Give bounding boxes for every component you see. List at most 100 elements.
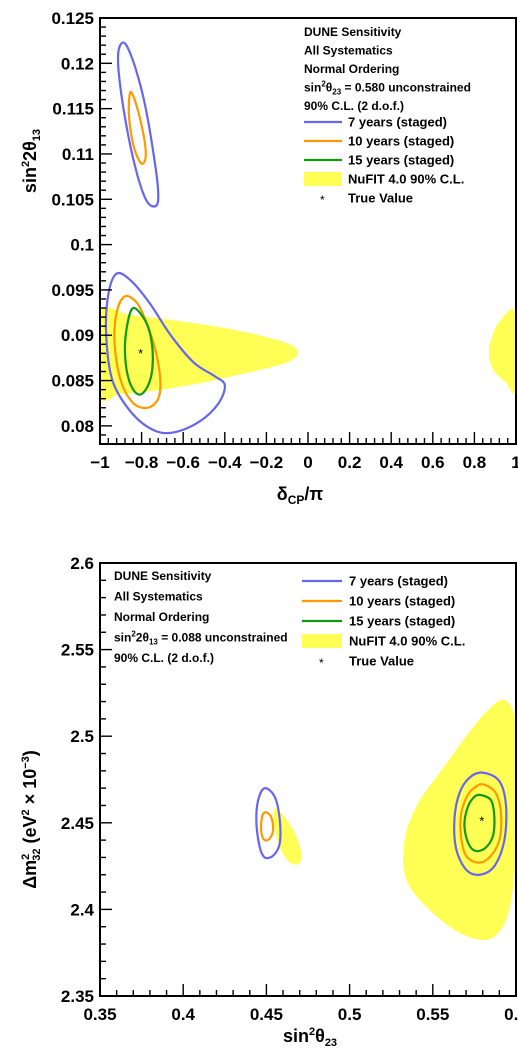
y-axis-label-mid: 2θ — [20, 141, 40, 161]
legend-swatch-nufit — [302, 634, 342, 648]
y-tick-label: 0.085 — [51, 372, 94, 391]
nufit-region — [273, 808, 302, 865]
x-tick-label: −0.6 — [166, 453, 200, 472]
info-line: 90% C.L. (2 d.o.f.) — [114, 651, 214, 665]
y-axis-label-units-exp: −3 — [20, 756, 32, 769]
x-tick-label: 0.4 — [171, 1005, 195, 1024]
info-sub: 23 — [332, 88, 341, 97]
x-axis-label-tail: /π — [304, 484, 323, 504]
x-tick-label: 0.45 — [250, 1005, 283, 1024]
info-post: = 0.088 unconstrained — [158, 631, 288, 645]
plot-frame — [99, 562, 517, 997]
x-tick-label: −0.8 — [125, 453, 159, 472]
info-sub: 13 — [149, 638, 158, 647]
legend-label: 15 years (staged) — [349, 614, 455, 629]
legend: 7 years (staged) 10 years (staged) 15 year… — [302, 574, 465, 670]
info-line: Normal Ordering — [114, 610, 209, 624]
x-tick-label: 0.2 — [338, 453, 362, 472]
info-pre: sin — [304, 81, 321, 95]
x-tick-label: −0.4 — [208, 453, 242, 472]
contour-ten-years — [127, 90, 147, 165]
nufit-region — [100, 307, 298, 402]
info-box: DUNE Sensitivity All Systematics Normal Or… — [114, 569, 288, 665]
y-tick-label: 0.1 — [70, 236, 94, 255]
y-tick-label: 0.105 — [51, 190, 94, 209]
x-tick-label: 0 — [303, 453, 312, 472]
legend-label: 7 years (staged) — [349, 574, 448, 589]
info-sup: 2 — [131, 630, 136, 639]
info-text: DUNE Sensitivity — [304, 25, 402, 39]
y-tick-label: 2.35 — [61, 987, 94, 1006]
y-axis-label-units-mid: × 10 — [20, 769, 40, 810]
info-line: All Systematics — [114, 590, 203, 604]
y-axis-label-units-sup: 2 — [20, 809, 32, 815]
legend-marker-true-value: * — [319, 656, 324, 670]
legend-label: NuFIT 4.0 90% C.L. — [349, 634, 465, 649]
x-axis-label-mid: θ — [315, 1026, 325, 1046]
x-tick-label: 0.35 — [83, 1005, 116, 1024]
legend-marker-true-value: * — [320, 193, 325, 207]
info-text: Normal Ordering — [304, 62, 399, 76]
y-tick-label: 0.095 — [51, 281, 94, 300]
x-tick-label: 0.5 — [338, 1005, 362, 1024]
x-axis-label-main: sin — [283, 1026, 309, 1046]
contour-seven-years — [104, 271, 227, 435]
x-axis-label-sub: CP — [288, 493, 305, 507]
legend-label: NuFIT 4.0 90% C.L. — [348, 172, 464, 187]
x-tick-label: 0.55 — [416, 1005, 449, 1024]
y-tick-label: 0.115 — [52, 100, 94, 119]
y-axis-label-sup: 2 — [20, 161, 32, 167]
plot-area: * — [255, 699, 516, 941]
info-text: All Systematics — [304, 44, 393, 58]
y-axis-label-sub: 32 — [31, 848, 43, 860]
y-axis-label: Δm232 (eV2 × 10−3) — [20, 750, 43, 889]
plot-area: * — [100, 41, 516, 435]
contour-seven-years — [116, 41, 160, 208]
x-axis-label-sub: 23 — [325, 1037, 337, 1049]
contour-seven-years — [453, 771, 508, 876]
y-tick-label: 2.55 — [61, 641, 94, 660]
true-value-marker: * — [138, 346, 143, 361]
contour-fifteen-years — [463, 793, 496, 853]
info-line: DUNE Sensitivity — [304, 25, 402, 39]
info-line: Normal Ordering — [304, 62, 399, 76]
info-mid: 2θ — [136, 631, 149, 645]
x-axis-label-sup: 2 — [309, 1026, 315, 1038]
info-line: sin22θ13 = 0.088 unconstrained — [114, 630, 288, 647]
y-tick-label: 0.08 — [61, 417, 94, 436]
contour-seven-years — [255, 787, 282, 860]
legend-label: 15 years (staged) — [348, 153, 454, 168]
x-axis-label-main: δ — [277, 484, 288, 504]
y-axis-label-main: Δm — [20, 860, 40, 889]
legend-label: True Value — [348, 191, 413, 206]
y-tick-label: 2.6 — [70, 554, 94, 573]
y-tick-label: 0.125 — [51, 9, 94, 28]
info-box: DUNE Sensitivity All Systematics Normal Or… — [304, 25, 471, 113]
y-tick-label: 2.5 — [70, 727, 94, 746]
y-axis-label-main: sin — [20, 167, 40, 193]
x-tick-label: 1 — [511, 453, 518, 472]
info-line: DUNE Sensitivity — [114, 569, 212, 583]
x-tick-label: −0.2 — [250, 453, 284, 472]
true-value-marker: * — [479, 814, 484, 829]
y-axis-label-units: (eV — [20, 815, 40, 848]
x-tick-label: 0.4 — [379, 453, 403, 472]
contour-fifteen-years — [123, 306, 154, 396]
y-tick-label: 0.09 — [61, 326, 94, 345]
x-tick-label: −1 — [90, 453, 109, 472]
contour-ten-years — [459, 783, 503, 864]
info-text: 90% C.L. (2 d.o.f.) — [304, 99, 404, 113]
info-line: sin2θ23 = 0.580 unconstrained — [304, 80, 471, 97]
legend-label: 10 years (staged) — [348, 134, 454, 149]
info-text: All Systematics — [114, 590, 203, 604]
x-tick-label: 0.6 — [504, 1005, 518, 1024]
chart-panel-1: * −1 −0.8 −0.6 −0.4 −0.2 0 0.2 0.4 0.6 0.8 1 0.08 0.0… — [20, 9, 518, 507]
legend: 7 years (staged) 10 years (staged) 15 year… — [304, 115, 464, 207]
chart-panel-2: * 0.35 0.4 0.45 0.5 0.55 0.6 2.35 2.4 2.45 2.5 2.55… — [20, 554, 518, 1049]
y-axis-label: sin22θ13 — [20, 129, 43, 193]
legend-label: 10 years (staged) — [349, 594, 455, 609]
legend-swatch-nufit — [304, 172, 342, 186]
contour-ten-years — [260, 811, 275, 842]
nufit-region — [488, 308, 516, 394]
